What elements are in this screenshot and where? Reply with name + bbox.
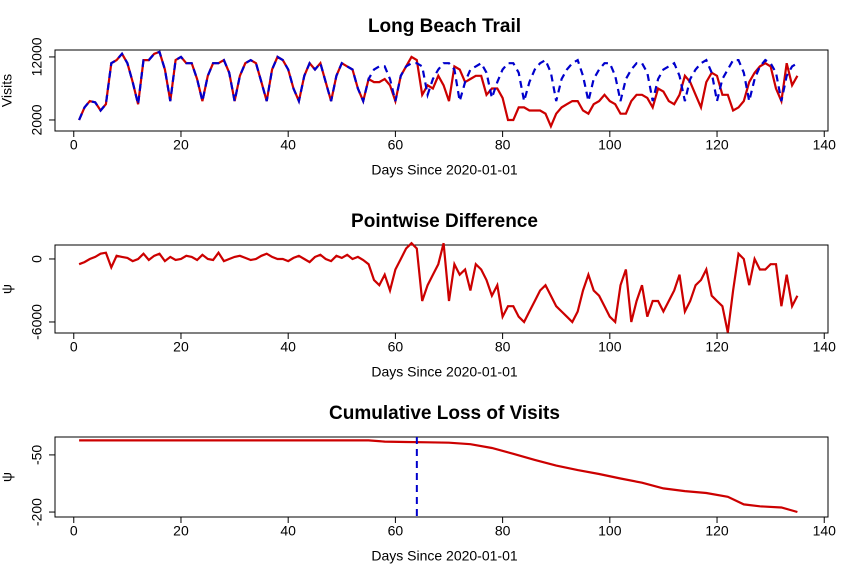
y-tick-label: -6000 bbox=[29, 304, 45, 340]
data-line bbox=[79, 439, 798, 514]
x-tick-label: 0 bbox=[70, 339, 78, 355]
y-tick-label: 2000 bbox=[29, 104, 45, 135]
x-tick-label: 40 bbox=[280, 137, 296, 153]
x-tick-label: 80 bbox=[495, 523, 511, 539]
data-line bbox=[78, 50, 798, 121]
x-tick-label: 0 bbox=[70, 523, 78, 539]
y-tick-label: -200 bbox=[29, 498, 45, 526]
x-axis-label: Days Since 2020-01-01 bbox=[371, 364, 518, 380]
x-tick-label: 140 bbox=[813, 137, 837, 153]
x-tick-label: 140 bbox=[813, 339, 837, 355]
x-tick-label: 80 bbox=[495, 339, 511, 355]
x-tick-label: 100 bbox=[598, 137, 622, 153]
x-tick-label: 60 bbox=[388, 137, 404, 153]
plot-box bbox=[54, 49, 829, 132]
x-tick-label: 60 bbox=[388, 523, 404, 539]
data-line bbox=[78, 241, 799, 333]
x-tick-label: 80 bbox=[495, 137, 511, 153]
y-axis-label: ψ bbox=[0, 472, 15, 482]
x-tick-label: 0 bbox=[70, 137, 78, 153]
x-tick-label: 40 bbox=[280, 523, 296, 539]
x-tick-label: 40 bbox=[280, 339, 296, 355]
x-tick-label: 60 bbox=[388, 339, 404, 355]
y-tick-label: 0 bbox=[29, 255, 45, 263]
x-tick-label: 100 bbox=[598, 339, 622, 355]
x-tick-label: 120 bbox=[705, 339, 729, 355]
plot-box bbox=[54, 436, 829, 518]
y-axis-label: ψ bbox=[0, 284, 15, 294]
x-tick-label: 120 bbox=[705, 523, 729, 539]
x-tick-label: 20 bbox=[173, 339, 189, 355]
plot-box bbox=[54, 244, 829, 334]
y-tick-label: -50 bbox=[29, 445, 45, 465]
x-axis-label: Days Since 2020-01-01 bbox=[371, 162, 518, 178]
x-tick-label: 100 bbox=[598, 523, 622, 539]
y-tick-label: 12000 bbox=[29, 37, 45, 76]
chart-title: Cumulative Loss of Visits bbox=[329, 403, 560, 424]
x-axis-label: Days Since 2020-01-01 bbox=[371, 548, 518, 564]
x-tick-label: 140 bbox=[813, 523, 837, 539]
x-tick-label: 20 bbox=[173, 137, 189, 153]
x-tick-label: 20 bbox=[173, 523, 189, 539]
y-axis-label: Visits bbox=[0, 74, 15, 107]
x-tick-label: 120 bbox=[705, 137, 729, 153]
chart-title: Pointwise Difference bbox=[351, 211, 538, 232]
chart-title: Long Beach Trail bbox=[368, 16, 521, 37]
